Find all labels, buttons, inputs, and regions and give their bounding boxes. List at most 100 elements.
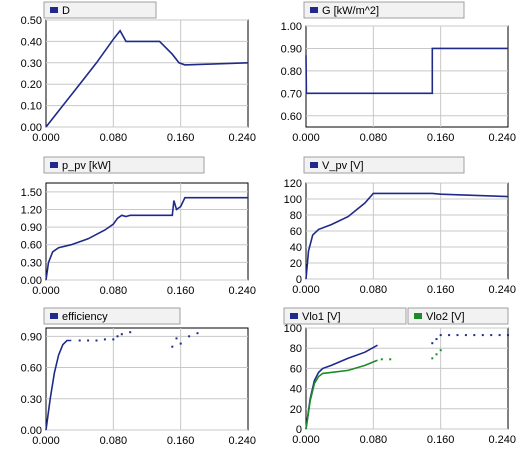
- plot-area: [305, 327, 509, 430]
- x-tick-label: 0.000: [292, 132, 320, 144]
- data-point: [435, 338, 438, 341]
- legend-entry: [303, 156, 465, 174]
- data-point: [171, 345, 174, 348]
- x-tick-label: 0.240: [488, 284, 516, 296]
- x-tick-label: 0.240: [228, 285, 256, 297]
- y-tick-label: 0.90: [21, 222, 42, 234]
- chart-svg-p-pv: p_pv [kW] 0.000 0.080 0.160 0.240 1.50 1.20 0.9…: [21, 156, 256, 297]
- x-tick-label: 0.240: [228, 132, 256, 144]
- data-point: [439, 334, 442, 337]
- chart-panel-v-pv: V_pv [V] 0.000 0.080 0.160 0.240 120 100 80 60 40…: [260, 155, 518, 306]
- y-tick-label: 20: [290, 258, 302, 270]
- y-tick-label: 1.20: [21, 204, 42, 216]
- x-tick-label: 0.080: [360, 132, 388, 144]
- legend-swatch: [310, 162, 318, 168]
- series-line: [305, 359, 378, 430]
- legend-entry: [407, 307, 509, 325]
- legend-entry: [43, 156, 205, 174]
- y-tick-label: 0.60: [21, 363, 42, 375]
- chart-svg-g: G [kW/m^2] 0.000 0.080 0.160 0.240 1.00 0.90 0.…: [281, 1, 516, 144]
- x-tick-label: 0.160: [427, 434, 455, 446]
- y-tick-label: 40: [290, 384, 302, 396]
- data-point: [435, 353, 438, 356]
- data-point: [473, 334, 476, 337]
- series-line: [45, 29, 249, 128]
- data-point: [380, 358, 383, 361]
- legend-swatch: [50, 7, 58, 13]
- y-tick-label: 0.60: [281, 111, 302, 123]
- y-tick-label: 0: [296, 274, 302, 286]
- legend-label: Vlo1 [V]: [302, 311, 341, 323]
- x-tick-label: 0.000: [292, 434, 320, 446]
- legend-entry: [303, 1, 465, 19]
- y-tick-label: 0.90: [281, 43, 302, 55]
- y-tick-label: 0.30: [21, 257, 42, 269]
- y-tick-label: 0.00: [21, 425, 42, 437]
- chart-svg-v-pv: V_pv [V] 0.000 0.080 0.160 0.240 120 100 80 60 40…: [284, 156, 516, 296]
- chart-svg-d: D 0.000 0.080 0.160 0.240 0.50 0.40 0.30 0.20 0.1…: [21, 1, 256, 144]
- y-tick-label: 20: [290, 404, 302, 416]
- legend-label: p_pv [kW]: [62, 160, 111, 172]
- series-line: [45, 339, 72, 431]
- series-line: [45, 196, 248, 281]
- data-point: [490, 334, 493, 337]
- legend-swatch: [50, 162, 58, 168]
- data-point: [431, 357, 434, 360]
- data-point: [196, 332, 199, 335]
- legend-label: G [kW/m^2]: [322, 5, 379, 17]
- x-tick-label: 0.080: [360, 284, 388, 296]
- series-line: [305, 47, 508, 95]
- chart-panel-p-pv: p_pv [kW] 0.000 0.080 0.160 0.240 1.50 1.20 0.9…: [0, 155, 258, 306]
- x-tick-label: 0.080: [100, 132, 128, 144]
- plot-area: [45, 327, 249, 431]
- chart-panel-d: D 0.000 0.080 0.160 0.240 0.50 0.40 0.30 0.20 0.1…: [0, 0, 258, 155]
- data-point: [481, 334, 484, 337]
- y-tick-label: 0.50: [21, 15, 42, 27]
- y-tick-label: 40: [290, 242, 302, 254]
- y-tick-label: 0.10: [21, 101, 42, 113]
- y-tick-label: 0.60: [21, 240, 42, 252]
- legend-swatch: [50, 313, 58, 319]
- x-tick-label: 0.000: [292, 284, 320, 296]
- data-point: [87, 339, 90, 342]
- x-tick-label: 0.000: [32, 285, 60, 297]
- data-point: [188, 335, 191, 338]
- data-point: [116, 335, 119, 338]
- y-tick-label: 100: [284, 194, 302, 206]
- y-tick-label: 80: [290, 210, 302, 222]
- y-tick-label: 0.30: [21, 394, 42, 406]
- x-tick-label: 0.160: [427, 132, 455, 144]
- legend-swatch: [414, 313, 422, 319]
- plot-area: [305, 25, 509, 128]
- chart-svg-efficiency: efficiency 0.000 0.080 0.160 0.240 0.90 0.60 0.…: [21, 307, 256, 447]
- x-tick-label: 0.000: [32, 435, 60, 447]
- data-point: [179, 342, 182, 345]
- data-point: [389, 358, 392, 361]
- y-tick-label: 0.30: [21, 58, 42, 70]
- y-tick-label: 0.80: [281, 66, 302, 78]
- data-point: [112, 338, 115, 341]
- data-point: [439, 349, 442, 352]
- x-tick-label: 0.240: [488, 434, 516, 446]
- legend-entry: [43, 1, 157, 19]
- x-tick-label: 0.160: [167, 285, 195, 297]
- legend-label: efficiency: [62, 311, 108, 323]
- x-tick-label: 0.160: [167, 435, 195, 447]
- y-tick-label: 80: [290, 343, 302, 355]
- data-point: [95, 339, 98, 342]
- plot-area: [45, 19, 249, 128]
- x-tick-label: 0.240: [228, 435, 256, 447]
- y-tick-label: 100: [284, 323, 302, 335]
- data-point: [507, 334, 509, 337]
- x-tick-label: 0.160: [167, 132, 195, 144]
- data-point: [448, 334, 451, 337]
- y-tick-label: 0: [296, 424, 302, 436]
- legend-entry: [43, 307, 181, 325]
- data-point: [175, 337, 178, 340]
- data-point: [120, 333, 123, 336]
- y-tick-label: 60: [290, 226, 302, 238]
- legend-swatch: [310, 7, 318, 13]
- x-tick-label: 0.240: [488, 132, 516, 144]
- y-tick-label: 0.40: [21, 36, 42, 48]
